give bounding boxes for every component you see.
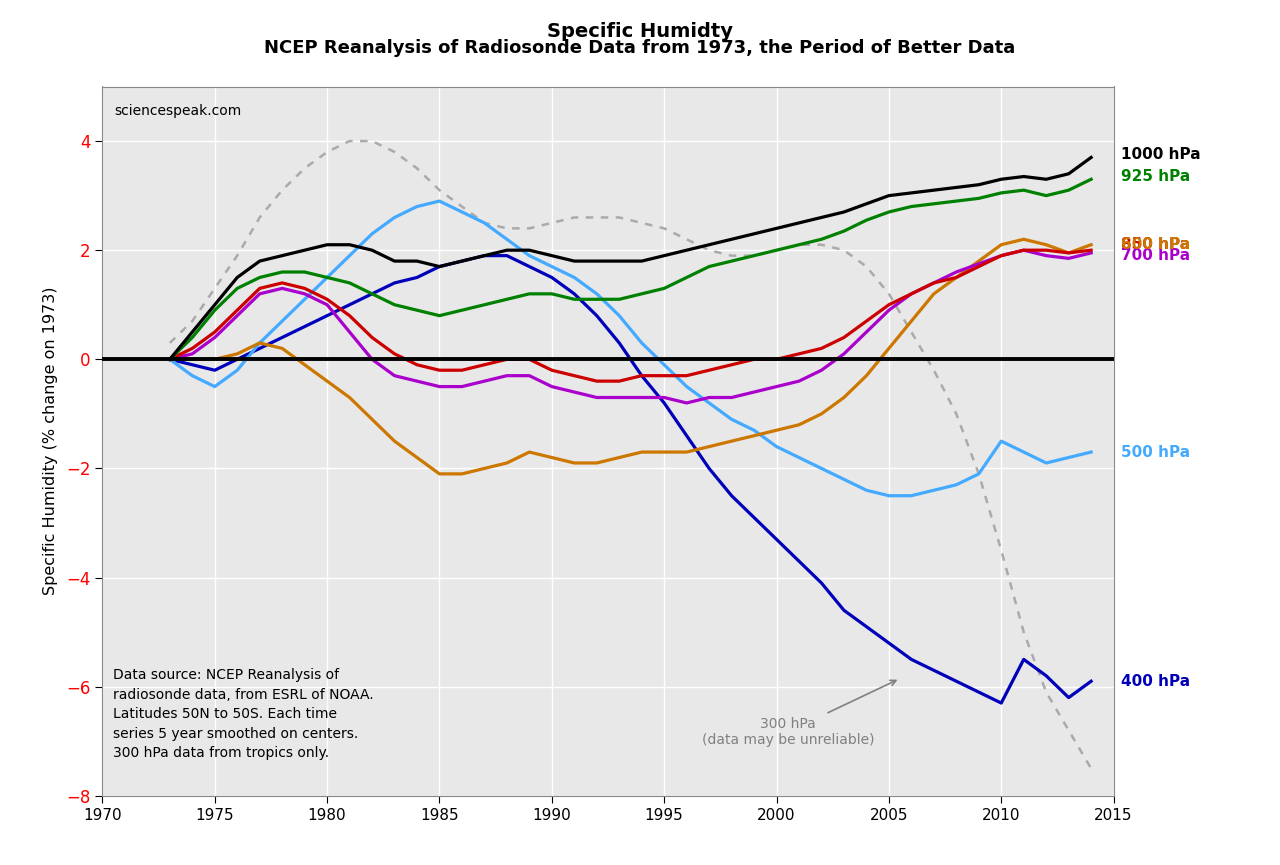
Text: 500 hPa: 500 hPa: [1120, 445, 1189, 459]
Y-axis label: Specific Humidity (% change on 1973): Specific Humidity (% change on 1973): [42, 287, 58, 595]
Text: 700 hPa: 700 hPa: [1120, 248, 1189, 263]
Text: 925 hPa: 925 hPa: [1120, 169, 1190, 184]
Text: 300 hPa
(data may be unreliable): 300 hPa (data may be unreliable): [701, 681, 896, 746]
Text: Data source: NCEP Reanalysis of
radiosonde data, from ESRL of NOAA.
Latitudes 50: Data source: NCEP Reanalysis of radioson…: [113, 669, 374, 760]
Text: NCEP Reanalysis of Radiosonde Data from 1973, the Period of Better Data: NCEP Reanalysis of Radiosonde Data from …: [265, 39, 1015, 57]
Text: 400 hPa: 400 hPa: [1120, 674, 1189, 689]
Text: 600 hPa: 600 hPa: [1120, 237, 1190, 253]
Text: 850 hPa: 850 hPa: [1120, 237, 1189, 253]
Text: sciencespeak.com: sciencespeak.com: [114, 105, 242, 119]
Text: Specific Humidty: Specific Humidty: [547, 22, 733, 41]
Text: 1000 hPa: 1000 hPa: [1120, 147, 1201, 163]
